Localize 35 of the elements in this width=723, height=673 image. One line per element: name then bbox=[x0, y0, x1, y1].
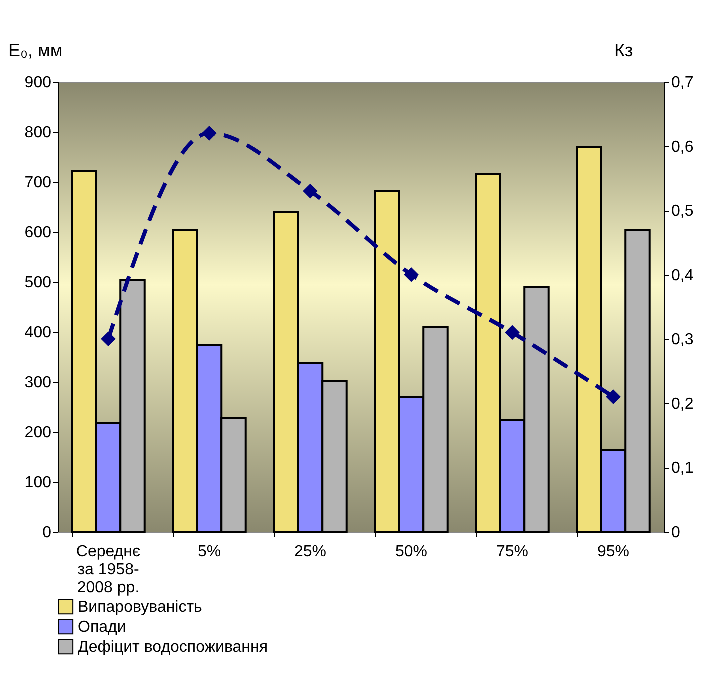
y2-tick-label: 0,5 bbox=[672, 203, 694, 220]
legend-label: Опади bbox=[78, 619, 126, 636]
y-tick-label: 900 bbox=[24, 74, 52, 92]
y2-tick-label: 0,1 bbox=[672, 460, 694, 478]
y-tick-label: 600 bbox=[24, 224, 52, 242]
y-tick-label: 300 bbox=[24, 374, 52, 392]
x-tick-label: 5% bbox=[198, 544, 222, 560]
point bbox=[505, 325, 520, 340]
y-tick-label: 500 bbox=[24, 274, 52, 292]
legend-label: Випаровуваність bbox=[78, 599, 202, 616]
x-tick-label: 75% bbox=[496, 544, 529, 560]
y-tick-label: 700 bbox=[24, 174, 52, 192]
point bbox=[606, 390, 621, 404]
y-tick-label: 400 bbox=[24, 324, 52, 342]
x-tick-label: 25% bbox=[294, 544, 327, 560]
y2-tick-label: 0,6 bbox=[672, 138, 694, 156]
y2-tick-label: 0,3 bbox=[672, 332, 694, 349]
legend-label: Дефіцит водоспоживання bbox=[78, 639, 268, 656]
y-axis-title: E₀, мм bbox=[8, 40, 63, 60]
point bbox=[404, 267, 419, 282]
x-tick-label: 95% bbox=[597, 544, 630, 560]
y2-tick-label: 0,2 bbox=[672, 396, 694, 413]
y-tick-label: 800 bbox=[24, 124, 52, 142]
point bbox=[101, 332, 116, 347]
y-tick-label: 200 bbox=[24, 424, 52, 442]
y2-tick-label: 0,7 bbox=[672, 74, 694, 92]
y2-tick-label: 0,4 bbox=[672, 267, 694, 284]
y-tick-label: 0 bbox=[42, 524, 52, 542]
x-tick-label: 50% bbox=[395, 544, 428, 560]
y2-tick-label: 0 bbox=[672, 524, 680, 542]
x-tick-label: Середнє за 1958-2008 рр. bbox=[76, 544, 141, 596]
point bbox=[303, 184, 318, 199]
y-tick-label: 100 bbox=[24, 474, 52, 492]
point bbox=[202, 126, 217, 141]
y2-axis-title: Кз bbox=[614, 40, 634, 60]
